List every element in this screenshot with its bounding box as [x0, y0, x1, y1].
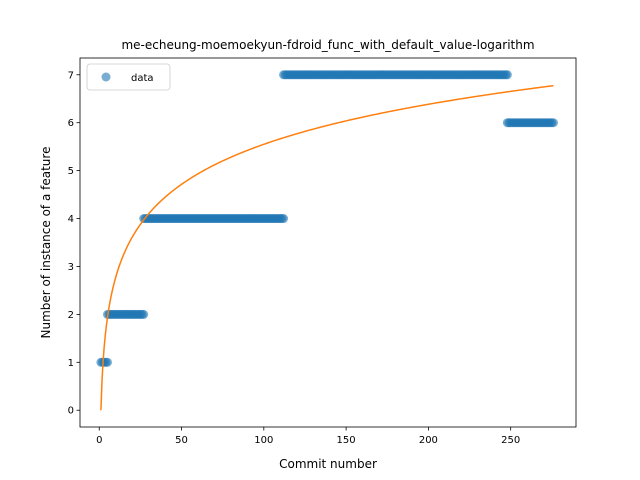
x-axis-label: Commit number [279, 457, 377, 471]
y-tick-label: 2 [68, 310, 74, 321]
axis-ticks: 0 50 100 150 200 250 0 1 2 3 4 5 6 7 [68, 70, 521, 446]
y-tick-label: 1 [68, 358, 74, 369]
y-axis-label: Number of instance of a feature [39, 147, 53, 339]
data-point [102, 357, 112, 367]
x-tick-label: 250 [501, 435, 520, 446]
data-point [279, 214, 289, 224]
legend: data [86, 63, 171, 91]
plot-frame [79, 57, 577, 428]
y-tick-label: 0 [68, 406, 74, 417]
y-tick-label: 7 [68, 70, 74, 81]
x-tick-label: 100 [254, 435, 273, 446]
legend-marker-data [101, 72, 111, 82]
x-tick-label: 200 [419, 435, 438, 446]
chart-title: me-echeung-moemoekyun-fdroid_func_with_d… [121, 38, 534, 52]
y-tick-label: 5 [68, 166, 74, 177]
legend-label-data: data [131, 73, 154, 84]
data-point [502, 70, 512, 80]
fit-line [100, 84, 554, 411]
plot-area [96, 70, 558, 411]
y-tick-label: 3 [68, 262, 74, 273]
data-point [139, 309, 149, 319]
data-point [548, 118, 558, 128]
x-tick-label: 0 [96, 435, 102, 446]
x-tick-label: 50 [175, 435, 188, 446]
y-tick-label: 6 [68, 118, 74, 129]
y-tick-label: 4 [68, 214, 74, 225]
legend-box [86, 63, 171, 91]
x-tick-label: 150 [337, 435, 356, 446]
